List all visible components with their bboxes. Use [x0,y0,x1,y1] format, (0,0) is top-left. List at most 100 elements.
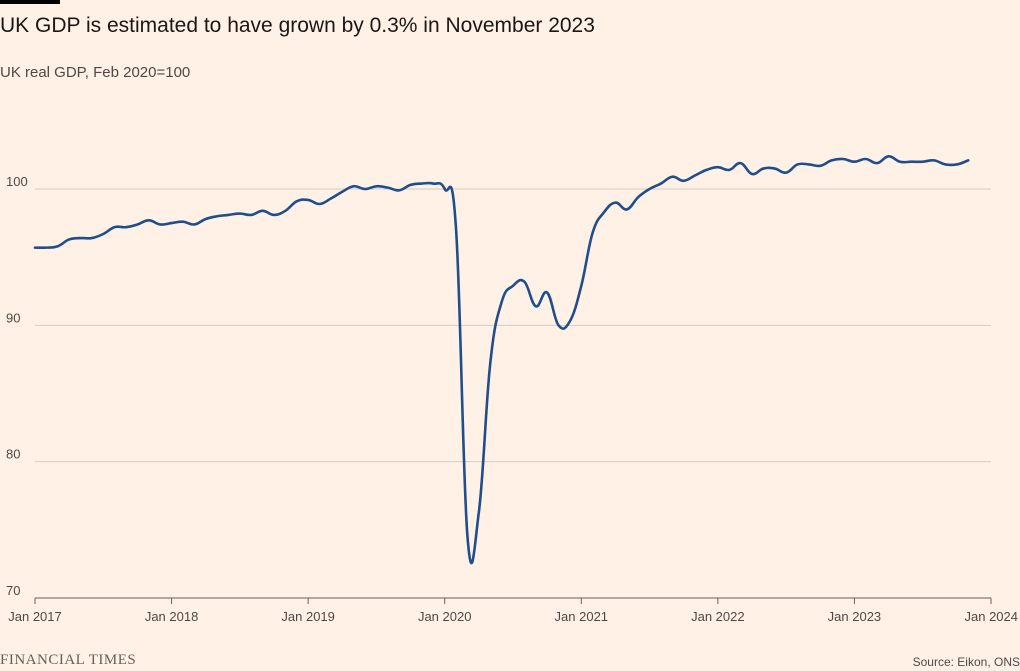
data-point [444,188,446,190]
publisher-logo: FINANCIAL TIMES [0,652,137,668]
data-point [512,285,514,287]
x-tick-label: Jan 2017 [8,609,62,624]
series-line-gdp [33,154,970,565]
data-point [933,159,935,161]
data-point [830,159,832,161]
y-tick-label: 70 [6,583,20,598]
data-point [148,219,150,221]
data-point [250,214,252,216]
data-point [683,180,685,182]
y-axis-ticks: 70 80 90 100 [6,174,28,598]
data-point [352,185,354,187]
data-point [216,215,218,217]
x-tick-label: Jan 2022 [691,609,745,624]
data-point [34,246,36,248]
data-point [694,174,696,176]
data-point [125,226,127,228]
data-point [466,535,468,537]
x-tick-label: Jan 2023 [828,609,882,624]
data-point [387,186,389,188]
data-point [193,223,195,225]
data-point [739,162,741,164]
data-point [227,214,229,216]
data-point [865,158,867,160]
data-point [318,203,320,205]
y-tick-label: 100 [6,174,28,189]
data-point [944,163,946,165]
grid-lines [35,188,991,599]
data-point [853,161,855,163]
chart-subtitle: UK real GDP, Feb 2020=100 [0,64,191,81]
data-point [261,210,263,212]
data-point [956,163,958,165]
data-point [626,208,628,210]
data-point [922,161,924,163]
data-point [421,182,423,184]
data-point [876,162,878,164]
data-point [500,301,502,303]
data-point [796,163,798,165]
data-point [57,245,59,247]
data-point [307,199,309,201]
data-point [535,305,537,307]
data-point [45,246,47,248]
x-tick-label: Jan 2024 [965,609,1019,624]
data-point [478,511,480,513]
series-layer [33,154,970,565]
data-point [899,161,901,163]
data-point [159,223,161,225]
data-point [409,184,411,186]
data-point [819,165,821,167]
data-point [546,291,548,293]
chart-title: UK GDP is estimated to have grown by 0.3… [0,14,595,37]
data-point [671,176,673,178]
data-point [785,171,787,173]
data-point [364,188,366,190]
x-tick-label: Jan 2020 [418,609,472,624]
x-tick-label: Jan 2019 [281,609,335,624]
data-point [648,188,650,190]
data-point [614,201,616,203]
data-point [523,281,525,283]
data-point [808,163,810,165]
data-point [68,238,70,240]
data-point [102,233,104,235]
y-tick-label: 90 [6,310,20,325]
data-point [91,237,93,239]
data-point [569,320,571,322]
data-point [887,155,889,157]
data-point [557,324,559,326]
data-point [489,362,491,364]
data-point [375,185,377,187]
data-point [239,212,241,214]
data-point [182,221,184,223]
data-point [910,161,912,163]
data-point [637,196,639,198]
data-point [432,182,434,184]
data-point [591,231,593,233]
data-point [842,158,844,160]
data-point [79,237,81,239]
data-point [330,197,332,199]
data-point [705,169,707,171]
data-point [284,210,286,212]
data-point [136,223,138,225]
data-point [717,166,719,168]
data-point [296,200,298,202]
data-point [170,222,172,224]
data-point [762,167,764,169]
data-point [341,191,343,193]
x-axis-ticks: Jan 2017 Jan 2018 Jan 2019 Jan 2020 Jan 2021… [8,598,1018,624]
data-point [273,214,275,216]
data-point [455,229,457,231]
x-tick-label: Jan 2018 [145,609,199,624]
data-point [774,167,776,169]
data-point [603,211,605,213]
data-point [580,285,582,287]
source-note: Source: Eikon, ONS [912,655,1020,669]
data-point [205,218,207,220]
brand-accent-bar [0,0,60,4]
data-point [660,182,662,184]
data-point [728,169,730,171]
